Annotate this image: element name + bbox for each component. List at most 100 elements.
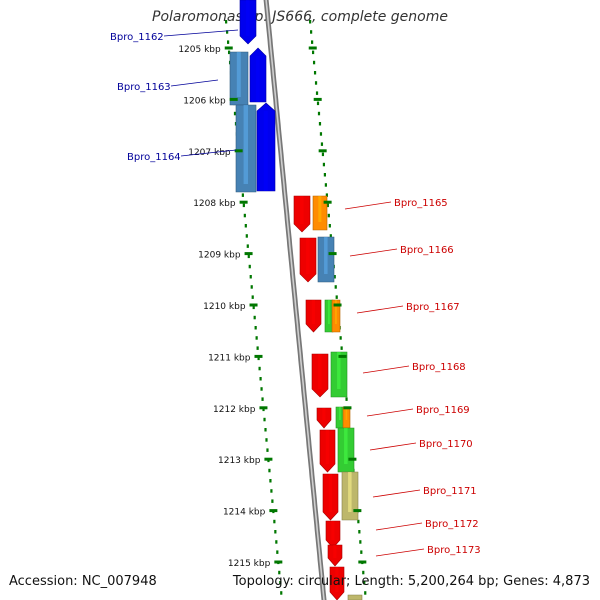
minor-tick <box>273 519 276 524</box>
major-tick <box>343 406 352 410</box>
major-tick <box>348 457 357 461</box>
feature-steelblue-a-shine <box>236 52 241 97</box>
leader-line <box>163 29 239 37</box>
feature-red-extra-shine <box>335 567 339 592</box>
major-tick <box>229 97 238 101</box>
minor-tick <box>319 132 323 136</box>
minor-tick <box>316 101 320 106</box>
minor-tick <box>268 468 271 473</box>
minor-tick <box>309 20 312 24</box>
gene-label-bpro-1167: Bpro_1167 <box>406 302 460 313</box>
major-tick <box>264 457 273 461</box>
leader-line <box>375 522 423 531</box>
major-tick <box>318 149 327 153</box>
backbone-highlight <box>265 0 325 600</box>
feature-bpro-1172 <box>325 520 341 549</box>
feature-bpro-1166 <box>299 237 317 283</box>
gene-labels: Bpro_1162 Bpro_1163 Bpro_1164 Bpro_1165 Bpro… <box>110 29 481 557</box>
minor-tick <box>265 438 268 442</box>
leader-line <box>362 365 410 374</box>
minor-tick <box>323 173 326 177</box>
minor-tick <box>357 519 360 524</box>
minor-tick <box>311 50 315 55</box>
major-tick <box>249 303 258 307</box>
gene-label-bpro-1170: Bpro_1170 <box>419 439 473 450</box>
minor-tick <box>345 397 348 401</box>
feature-bpro-1164-shine <box>263 111 268 191</box>
major-tick <box>224 46 233 50</box>
minor-tick <box>227 50 231 55</box>
minor-tick <box>327 213 330 218</box>
major-tick <box>269 509 278 513</box>
major-tick <box>244 252 253 256</box>
feature-green-4 <box>337 427 355 473</box>
feature-bpro-1168-shine <box>318 354 322 389</box>
minor-tick <box>252 305 255 310</box>
feature-bpro-1162 <box>239 0 257 45</box>
minor-tick <box>315 91 319 95</box>
minor-tick <box>363 581 366 585</box>
minor-tick <box>250 285 253 289</box>
feature-bpro-1171-shine <box>328 474 332 512</box>
minor-tick <box>275 540 278 544</box>
minor-tick <box>246 244 249 248</box>
feature-orange-3-shine <box>345 407 348 420</box>
leader-line <box>170 79 219 87</box>
kbp-label: 1211 kbp <box>208 353 251 363</box>
minor-tick <box>258 366 261 371</box>
feature-track <box>229 0 363 600</box>
feature-bpro-1170-shine <box>325 430 329 464</box>
minor-tick <box>278 570 281 575</box>
minor-tick <box>280 591 283 595</box>
kbp-label: 1215 kbp <box>228 559 271 569</box>
major-tick <box>353 509 362 513</box>
minor-tick <box>251 295 254 299</box>
minor-tick <box>360 550 363 554</box>
feature-khaki-2 <box>347 594 363 600</box>
minor-tick <box>255 336 258 340</box>
feature-bpro-1168 <box>311 353 329 398</box>
kbp-label: 1209 kbp <box>198 251 241 261</box>
feature-khaki-2-body <box>347 594 363 600</box>
kbp-label: 1210 kbp <box>203 302 246 312</box>
leader-line <box>366 408 414 417</box>
feature-orange-2-shine <box>335 300 337 324</box>
minor-tick <box>358 530 361 534</box>
major-tick <box>323 200 332 204</box>
major-tick <box>358 560 367 564</box>
gene-label-bpro-1163: Bpro_1163 <box>117 82 171 93</box>
minor-tick <box>324 183 327 187</box>
leader-line <box>375 548 425 557</box>
kbp-label: 1213 kbp <box>218 456 261 466</box>
leader-line <box>349 248 398 257</box>
minor-tick <box>244 224 247 228</box>
feature-bpro-1173-shine <box>333 545 337 558</box>
feature-bpro-1164 <box>256 102 276 192</box>
major-tick <box>313 97 322 101</box>
minor-tick <box>325 193 328 197</box>
minor-tick <box>243 213 246 218</box>
minor-tick <box>340 346 343 350</box>
minor-tick <box>276 550 279 554</box>
topology-summary: Topology: circular; Length: 5,200,264 bp… <box>232 574 590 589</box>
feature-green-2-shine <box>337 352 341 389</box>
major-tick <box>259 406 268 410</box>
minor-tick <box>329 234 332 238</box>
gene-label-bpro-1172: Bpro_1172 <box>425 519 479 530</box>
feature-green-1-shine <box>328 300 330 324</box>
minor-tick <box>261 397 264 401</box>
minor-tick <box>326 203 329 208</box>
leader-line <box>180 149 237 157</box>
feature-steelblue-c <box>317 236 335 283</box>
minor-tick <box>339 336 342 340</box>
feature-orange-1-shine <box>318 196 322 222</box>
minor-tick <box>335 295 338 299</box>
gene-label-bpro-1168: Bpro_1168 <box>412 362 466 373</box>
feature-bpro-1163-shine <box>256 56 260 102</box>
feature-bpro-1169 <box>316 407 332 429</box>
minor-tick <box>271 499 274 503</box>
feature-steelblue-a <box>229 51 249 106</box>
minor-tick <box>359 540 362 544</box>
major-tick <box>328 252 337 256</box>
gene-label-bpro-1164: Bpro_1164 <box>127 152 181 163</box>
